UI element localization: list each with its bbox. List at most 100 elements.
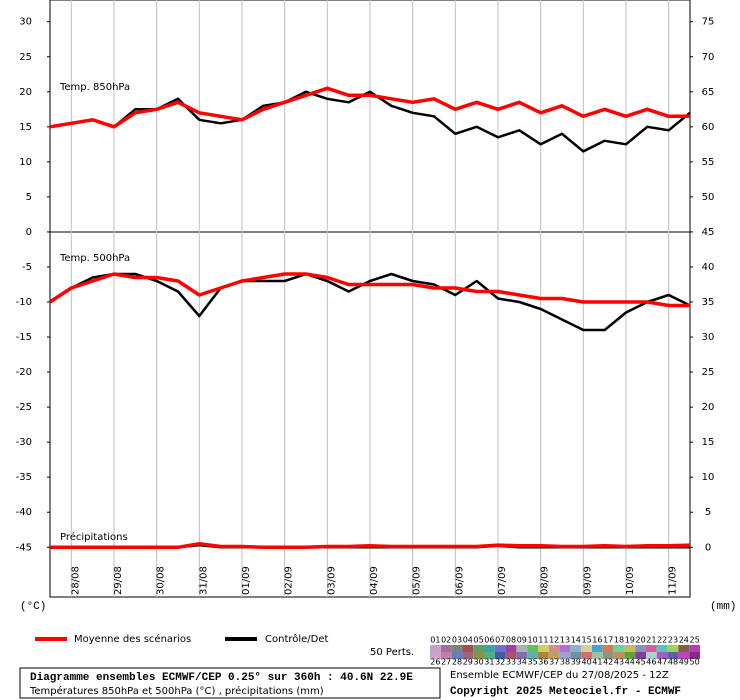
perturbation-swatch (689, 645, 700, 652)
x-tick-label: 29/08 (113, 566, 124, 595)
perturbation-swatch (678, 645, 690, 652)
perturbation-label: 12 (549, 636, 559, 645)
y-tick-label: 10 (19, 157, 32, 168)
x-tick-label: 07/09 (497, 566, 508, 595)
perturbation-label: 10 (528, 636, 538, 645)
perturbation-swatch (602, 645, 614, 652)
y-tick-label: -40 (16, 507, 32, 518)
perturbation-swatch (570, 652, 582, 659)
perturbation-swatch (505, 645, 517, 652)
perturbation-swatch (484, 645, 495, 652)
perturbation-label: 27 (441, 658, 451, 667)
panel-label: Temp. 850hPa (59, 82, 130, 93)
perturbation-swatch (581, 645, 592, 652)
y2-tick-label: 40 (702, 262, 715, 273)
y2-tick-label: 25 (702, 367, 715, 378)
perturbation-swatch (559, 645, 571, 652)
perturbation-swatch (548, 645, 560, 652)
perturbation-swatch (451, 645, 463, 652)
perturbation-label: 14 (571, 636, 581, 645)
perturbations-label: 50 Perts. (370, 647, 414, 658)
y2-tick-label: 50 (702, 192, 715, 203)
y2-tick-label: 10 (702, 472, 715, 483)
perturbation-swatch (538, 652, 549, 659)
perturbation-swatch (430, 645, 441, 652)
perturbation-label: 17 (603, 636, 613, 645)
x-tick-label: 08/09 (540, 566, 551, 595)
perturbation-label: 42 (603, 658, 613, 667)
perturbation-label: 25 (690, 636, 700, 645)
perturbation-swatch (527, 652, 538, 659)
perturbation-swatch (494, 645, 506, 652)
y2-tick-label: 65 (702, 87, 715, 98)
x-tick-label: 30/08 (156, 566, 167, 595)
perturbation-swatch (430, 652, 441, 659)
perturbation-label: 47 (657, 658, 667, 667)
panel-label: Temp. 500hPa (59, 253, 130, 264)
footer-subtitle: Températures 850hPa et 500hPa (°C) , pré… (29, 685, 324, 697)
perturbation-swatch (484, 652, 495, 659)
perturbation-swatch (548, 652, 560, 659)
series-line (49, 272, 691, 332)
perturbation-label: 15 (582, 636, 592, 645)
series-line (49, 86, 690, 129)
perturbation-swatch (538, 645, 549, 652)
perturbation-label: 33 (506, 658, 516, 667)
perturbation-label: 36 (538, 658, 548, 667)
legend-label: Contrôle/Det (265, 633, 329, 645)
perturbation-swatch (462, 652, 474, 659)
perturbation-label: 22 (657, 636, 667, 645)
perturbation-swatch (592, 645, 603, 652)
perturbation-swatch (581, 652, 592, 659)
y2-tick-label: 20 (702, 402, 715, 413)
perturbation-swatch (646, 645, 657, 652)
perturbation-label: 40 (582, 658, 592, 667)
x-tick-label: 03/09 (326, 566, 337, 595)
perturbation-swatch (440, 652, 452, 659)
perturbation-label: 43 (614, 658, 624, 667)
perturbation-label: 03 (452, 636, 462, 645)
y2-tick-label: 30 (702, 332, 715, 343)
y-tick-label: -30 (16, 437, 32, 448)
perturbation-swatch (527, 645, 538, 652)
perturbation-label: 32 (495, 658, 505, 667)
perturbation-label: 18 (614, 636, 624, 645)
perturbation-label: 35 (528, 658, 538, 667)
x-tick-label: 06/09 (454, 566, 465, 595)
perturbation-swatch (602, 652, 614, 659)
perturbation-label: 24 (679, 636, 689, 645)
perturbation-swatch (516, 652, 528, 659)
perturbation-swatch (635, 645, 646, 652)
y-tick-label: -15 (16, 332, 32, 343)
perturbation-label: 28 (452, 658, 462, 667)
x-tick-label: 11/09 (668, 566, 679, 595)
y-tick-label: -45 (16, 542, 32, 553)
perturbation-swatch (592, 652, 603, 659)
x-tick-label: 04/09 (369, 566, 380, 595)
perturbation-swatch (624, 652, 636, 659)
perturbation-label: 11 (538, 636, 548, 645)
y2-tick-label: 5 (705, 507, 711, 518)
perturbation-swatch (656, 645, 668, 652)
perturbation-swatch (667, 652, 679, 659)
y-tick-label: 25 (19, 52, 32, 63)
x-tick-label: 28/08 (70, 566, 81, 595)
perturbation-label: 48 (668, 658, 678, 667)
perturbation-swatch (613, 652, 625, 659)
perturbation-label: 06 (484, 636, 494, 645)
perturbation-label: 39 (571, 658, 581, 667)
y-tick-label: -10 (16, 297, 32, 308)
y-tick-label: 0 (26, 227, 32, 238)
x-tick-label: 31/08 (198, 566, 209, 595)
x-tick-label: 05/09 (412, 566, 423, 595)
perturbation-swatch (570, 645, 582, 652)
panel-label: Précipitations (60, 531, 128, 543)
perturbation-label: 01 (430, 636, 440, 645)
perturbation-label: 23 (668, 636, 678, 645)
run-label: Ensemble ECMWF/CEP du 27/08/2025 - 12Z (450, 670, 669, 681)
y2-tick-label: 15 (702, 437, 715, 448)
perturbation-label: 16 (592, 636, 602, 645)
perturbation-swatch (646, 652, 657, 659)
perturbation-label: 30 (474, 658, 484, 667)
